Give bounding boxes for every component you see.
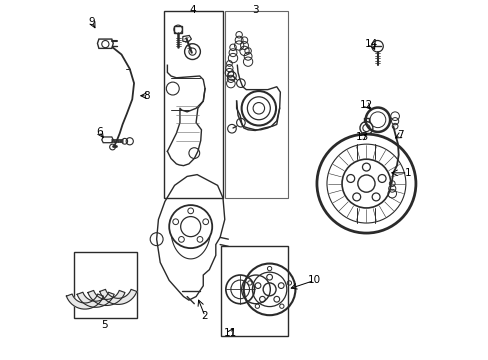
Text: 12: 12: [359, 100, 372, 110]
Polygon shape: [66, 294, 103, 309]
Text: 5: 5: [101, 320, 108, 330]
Text: 10: 10: [307, 275, 320, 285]
Text: 11: 11: [223, 328, 236, 338]
Bar: [74, 252, 137, 318]
Text: 9: 9: [89, 17, 95, 27]
Text: 2: 2: [202, 311, 208, 321]
Bar: [224, 12, 287, 198]
Text: 1: 1: [404, 168, 410, 178]
Text: 3: 3: [251, 5, 258, 15]
Bar: [163, 12, 223, 198]
Text: 8: 8: [143, 91, 150, 101]
Text: 6: 6: [96, 127, 102, 136]
Text: 14: 14: [365, 39, 378, 49]
Bar: [221, 246, 287, 336]
Text: 13: 13: [355, 132, 369, 142]
Polygon shape: [77, 292, 114, 307]
Text: 7: 7: [396, 130, 403, 140]
Text: 4: 4: [189, 5, 195, 15]
Polygon shape: [88, 291, 125, 306]
Polygon shape: [100, 289, 137, 305]
